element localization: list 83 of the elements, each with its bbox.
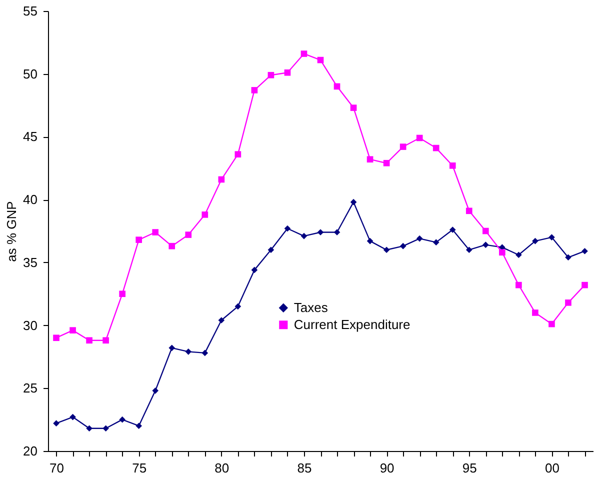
- point: [70, 327, 76, 334]
- legend-label: Current Expenditure: [294, 316, 410, 332]
- point: [284, 69, 291, 76]
- point: [350, 198, 357, 206]
- point: [516, 252, 522, 258]
- point: [366, 238, 374, 244]
- point: [86, 337, 92, 344]
- y-axis-title: as % GNP: [4, 201, 20, 262]
- point: [582, 248, 588, 254]
- point: [268, 72, 274, 78]
- point: [334, 83, 340, 90]
- point: [317, 229, 324, 236]
- point: [400, 242, 406, 250]
- point: [548, 234, 555, 240]
- point: [366, 156, 374, 163]
- point: [202, 211, 208, 218]
- x-tick-label: 80: [214, 460, 230, 476]
- point: [317, 56, 324, 64]
- point: [70, 414, 76, 420]
- point: [400, 144, 406, 150]
- point: [119, 416, 126, 423]
- x-tick-label: 85: [297, 460, 312, 476]
- point: [449, 226, 456, 233]
- point: [516, 282, 522, 288]
- point: [218, 317, 225, 324]
- point: [350, 104, 357, 111]
- point: [548, 320, 555, 328]
- point: [268, 246, 274, 254]
- point: [582, 282, 588, 288]
- x-tick-label: 95: [462, 460, 477, 476]
- point: [482, 228, 489, 234]
- x-tick-label: 00: [544, 460, 560, 476]
- point: [482, 242, 489, 248]
- point: [284, 225, 291, 232]
- point: [466, 246, 472, 254]
- point: [218, 176, 225, 183]
- y-tick-label: 20: [23, 444, 38, 458]
- point: [234, 303, 242, 310]
- point: [168, 242, 176, 250]
- point: [416, 134, 423, 142]
- point: [565, 254, 572, 261]
- y-tick-label: 25: [23, 380, 38, 396]
- point: [334, 229, 340, 236]
- point: [168, 344, 176, 352]
- point: [185, 348, 192, 355]
- point: [251, 266, 258, 274]
- point: [102, 337, 109, 344]
- point: [53, 334, 60, 342]
- point: [300, 232, 308, 240]
- point: [152, 229, 159, 236]
- point: [300, 50, 308, 57]
- point: [532, 310, 538, 316]
- point: [234, 151, 242, 158]
- y-tick-label: 35: [23, 254, 38, 270]
- point: [532, 238, 538, 244]
- point: [499, 249, 506, 256]
- y-tick-label: 55: [23, 4, 38, 18]
- x-tick-label: 90: [380, 460, 394, 476]
- point: [136, 236, 142, 243]
- x-tick-label: 75: [132, 460, 147, 476]
- x-tick-label: 70: [50, 460, 64, 476]
- y-tick-label: 30: [23, 318, 38, 333]
- point: [383, 160, 390, 166]
- point: [53, 420, 60, 427]
- point: [565, 299, 572, 306]
- point: [251, 87, 258, 94]
- point: [119, 290, 126, 298]
- point: [466, 208, 472, 214]
- point: [432, 144, 440, 152]
- point: [432, 239, 440, 246]
- point: [449, 162, 456, 169]
- y-tick-label: 45: [23, 129, 38, 144]
- point: [202, 350, 208, 356]
- point: [102, 425, 109, 432]
- point: [86, 425, 92, 432]
- point: [136, 422, 142, 430]
- point: [152, 387, 159, 394]
- legend-label: Taxes: [294, 300, 328, 315]
- point: [383, 246, 390, 254]
- point: [416, 235, 423, 242]
- y-tick-label: 40: [23, 192, 38, 208]
- y-tick-label: 50: [23, 66, 38, 82]
- point: [185, 232, 192, 238]
